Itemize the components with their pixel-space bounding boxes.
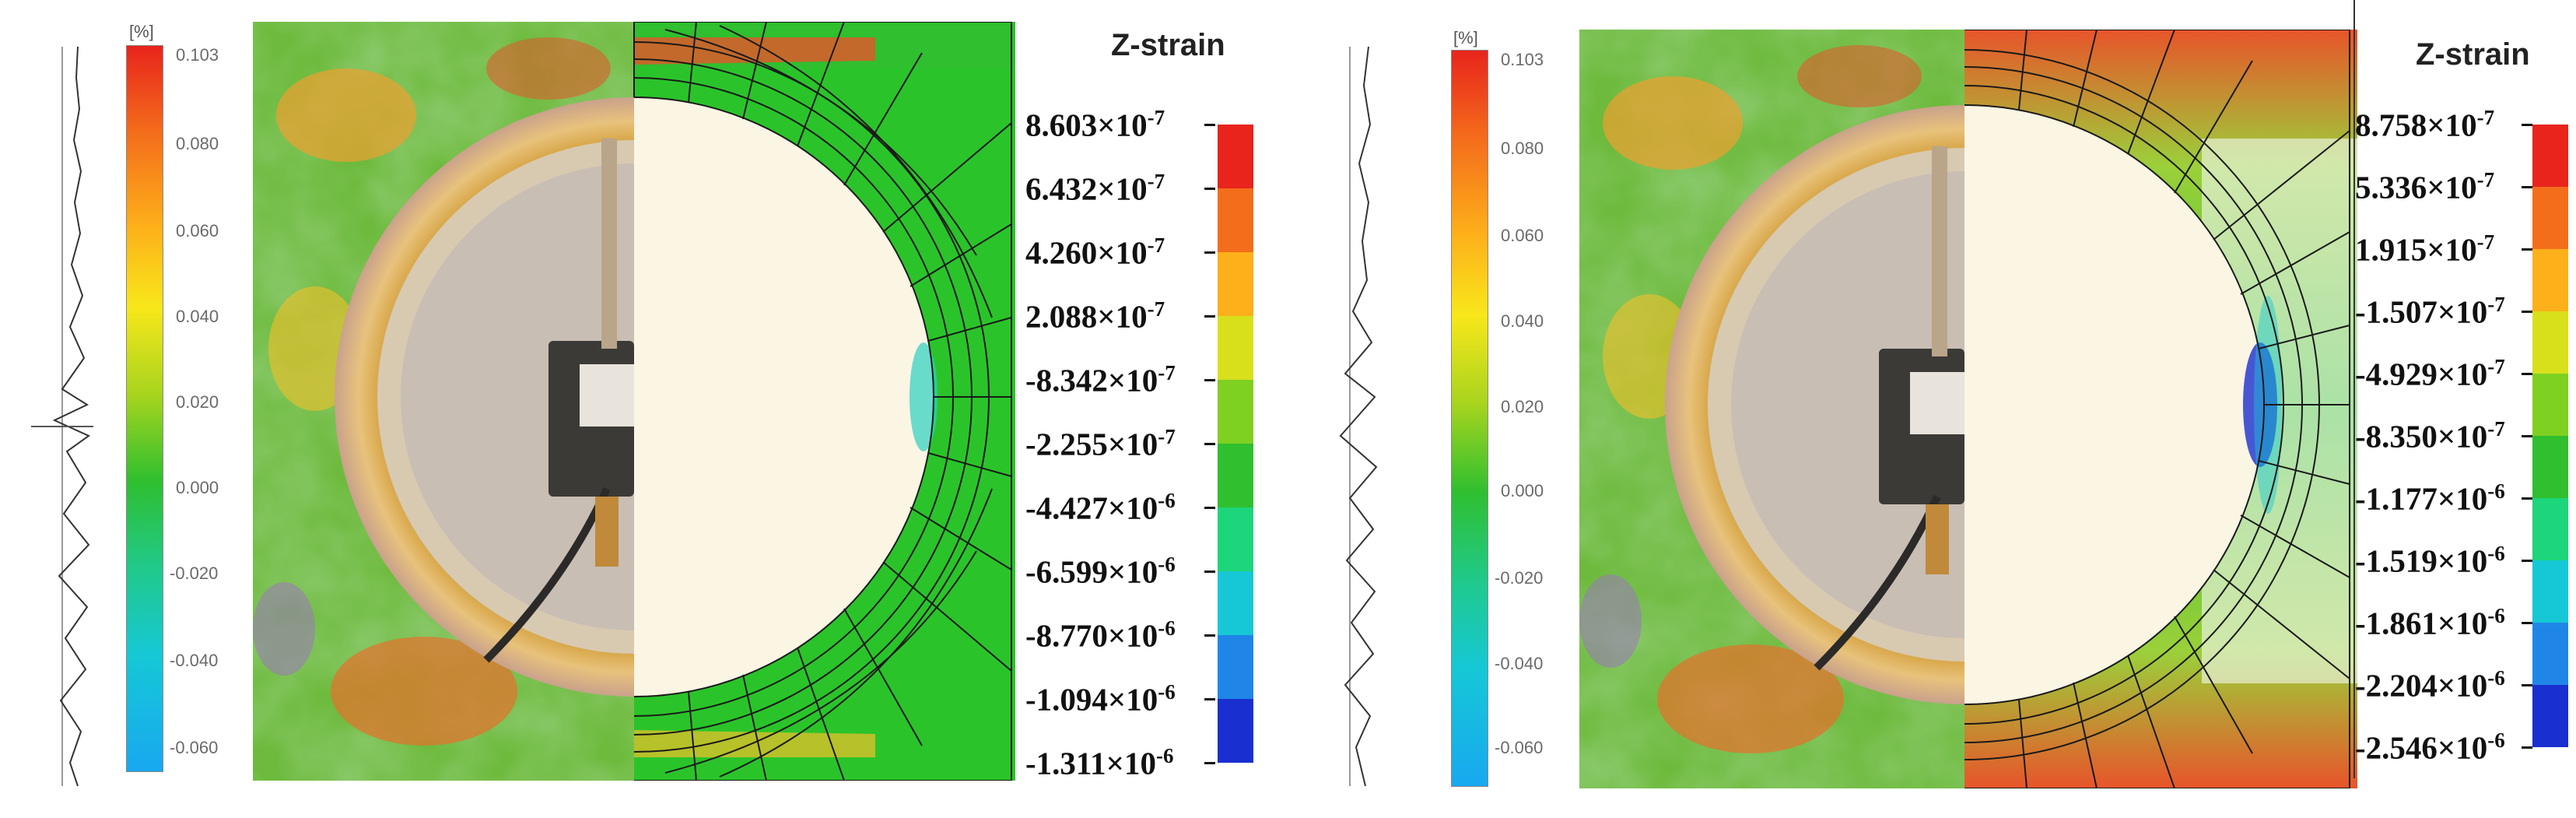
legend-label: 5.336×10-7	[2355, 168, 2495, 205]
color-band	[1218, 507, 1253, 571]
color-band	[2532, 125, 2568, 187]
legend-label: 2.088×10-7	[1025, 297, 1165, 335]
legend-tick	[2522, 373, 2532, 375]
dic-tick: 0.020	[1501, 397, 1544, 416]
legend-label: -4.929×10-7	[2355, 355, 2505, 392]
color-band	[1218, 635, 1253, 699]
legend-tick	[1204, 124, 1215, 126]
legend-label: -2.255×10-7	[1025, 425, 1176, 462]
dic-tick: -0.060	[170, 738, 219, 757]
color-band	[1218, 252, 1253, 316]
legend-label: -2.204×10-6	[2355, 666, 2505, 704]
dic-tick: -0.020	[1495, 568, 1544, 588]
legend-label: 8.758×10-7	[2355, 106, 2495, 143]
legend-tick	[2522, 622, 2532, 624]
legend-tick	[1204, 379, 1215, 381]
legend-label: 8.603×10-7	[1025, 106, 1165, 143]
dic-tick: 0.060	[1501, 226, 1544, 245]
color-band	[2532, 374, 2568, 436]
separator-line	[2353, 0, 2355, 778]
legend-tick	[1204, 507, 1215, 509]
color-band	[2532, 187, 2568, 249]
fem-color-bar	[2532, 125, 2568, 747]
color-band	[2532, 436, 2568, 498]
legend-tick	[2522, 684, 2532, 686]
legend-label: 6.432×10-7	[1025, 170, 1165, 207]
dic-tick: 0.040	[176, 307, 219, 326]
strain-profile-plot	[1339, 47, 1378, 786]
dic-unit-label: [%]	[1453, 28, 1478, 47]
legend-tick	[2522, 746, 2532, 749]
dic-tick: 0.103	[176, 45, 219, 65]
legend-tick	[1204, 443, 1215, 445]
color-band	[2532, 685, 2568, 747]
specimen-dic-fem-image	[253, 22, 1015, 781]
legend-label: -1.177×10-6	[2355, 479, 2505, 517]
specimen-dic-fem-image	[1579, 30, 2357, 788]
legend-tick	[1204, 762, 1215, 764]
dic-tick: 0.040	[1501, 311, 1544, 331]
dic-tick: 0.080	[176, 134, 219, 153]
legend-label: -8.770×10-6	[1025, 616, 1176, 654]
color-band	[2532, 623, 2568, 685]
legend-label: -2.546×10-6	[2355, 728, 2505, 766]
legend-tick	[1204, 188, 1215, 190]
legend-tick	[1204, 315, 1215, 318]
legend-tick	[1204, 634, 1215, 637]
color-band	[2532, 311, 2568, 374]
legend-label: -1.861×10-6	[2355, 604, 2505, 641]
left-panel: [%] 0.103 0.080 0.060 0.040 0.020 0.000 …	[31, 22, 1253, 786]
dic-tick: -0.060	[1495, 738, 1544, 757]
legend-label: -6.599×10-6	[1025, 553, 1176, 590]
dic-tick: 0.000	[1501, 481, 1544, 500]
dic-tick: -0.040	[170, 651, 219, 670]
dic-tick: 0.103	[1501, 50, 1544, 69]
legend-tick	[2522, 560, 2532, 562]
color-band	[1218, 380, 1253, 444]
legend-label: -1.519×10-6	[2355, 542, 2505, 579]
color-band	[1218, 571, 1253, 635]
dic-tick: 0.020	[176, 392, 219, 412]
legend-label: -8.350×10-7	[2355, 417, 2505, 455]
legend-tick	[1204, 251, 1215, 254]
fem-title: Z-strain	[2416, 37, 2530, 72]
color-band	[2532, 498, 2568, 560]
color-band	[2532, 249, 2568, 311]
dic-tick: 0.000	[176, 478, 219, 497]
legend-tick	[2522, 497, 2532, 500]
legend-label: -8.342×10-7	[1025, 361, 1176, 398]
fem-mesh	[1964, 30, 2357, 788]
strain-profile-plot	[31, 47, 93, 786]
legend-label: -4.427×10-6	[1025, 489, 1176, 526]
color-band	[2532, 560, 2568, 623]
legend-tick	[2522, 435, 2532, 437]
legend-label: 1.915×10-7	[2355, 230, 2495, 268]
legend-tick	[2522, 311, 2532, 313]
color-band	[1218, 188, 1253, 252]
legend-tick	[1204, 570, 1215, 573]
color-band	[1218, 125, 1253, 188]
color-band	[1218, 316, 1253, 380]
fem-color-bar	[1218, 125, 1253, 763]
dic-tick: -0.040	[1495, 654, 1544, 673]
color-band	[1218, 444, 1253, 507]
legend-label: 4.260×10-7	[1025, 233, 1165, 271]
legend-tick	[2522, 186, 2532, 188]
dic-tick: 0.080	[1501, 139, 1544, 158]
legend-label: -1.094×10-6	[1025, 680, 1176, 718]
right-panel: [%] 0.103 0.080 0.060 0.040 0.020 0.000 …	[1288, 0, 2576, 818]
fem-mesh	[633, 22, 1015, 781]
fem-title: Z-strain	[1111, 28, 1225, 62]
legend-tick	[1204, 698, 1215, 700]
dic-tick: -0.020	[170, 563, 219, 583]
legend-tick	[2522, 124, 2532, 126]
legend-label: -1.507×10-7	[2355, 293, 2505, 330]
dic-unit-label: [%]	[129, 22, 154, 41]
dic-color-scale	[1451, 50, 1488, 787]
legend-label: -1.311×10-6	[1025, 744, 1174, 781]
legend-tick	[2522, 248, 2532, 251]
dic-tick: 0.060	[176, 221, 219, 240]
dic-color-scale	[126, 45, 163, 772]
color-band	[1218, 699, 1253, 763]
